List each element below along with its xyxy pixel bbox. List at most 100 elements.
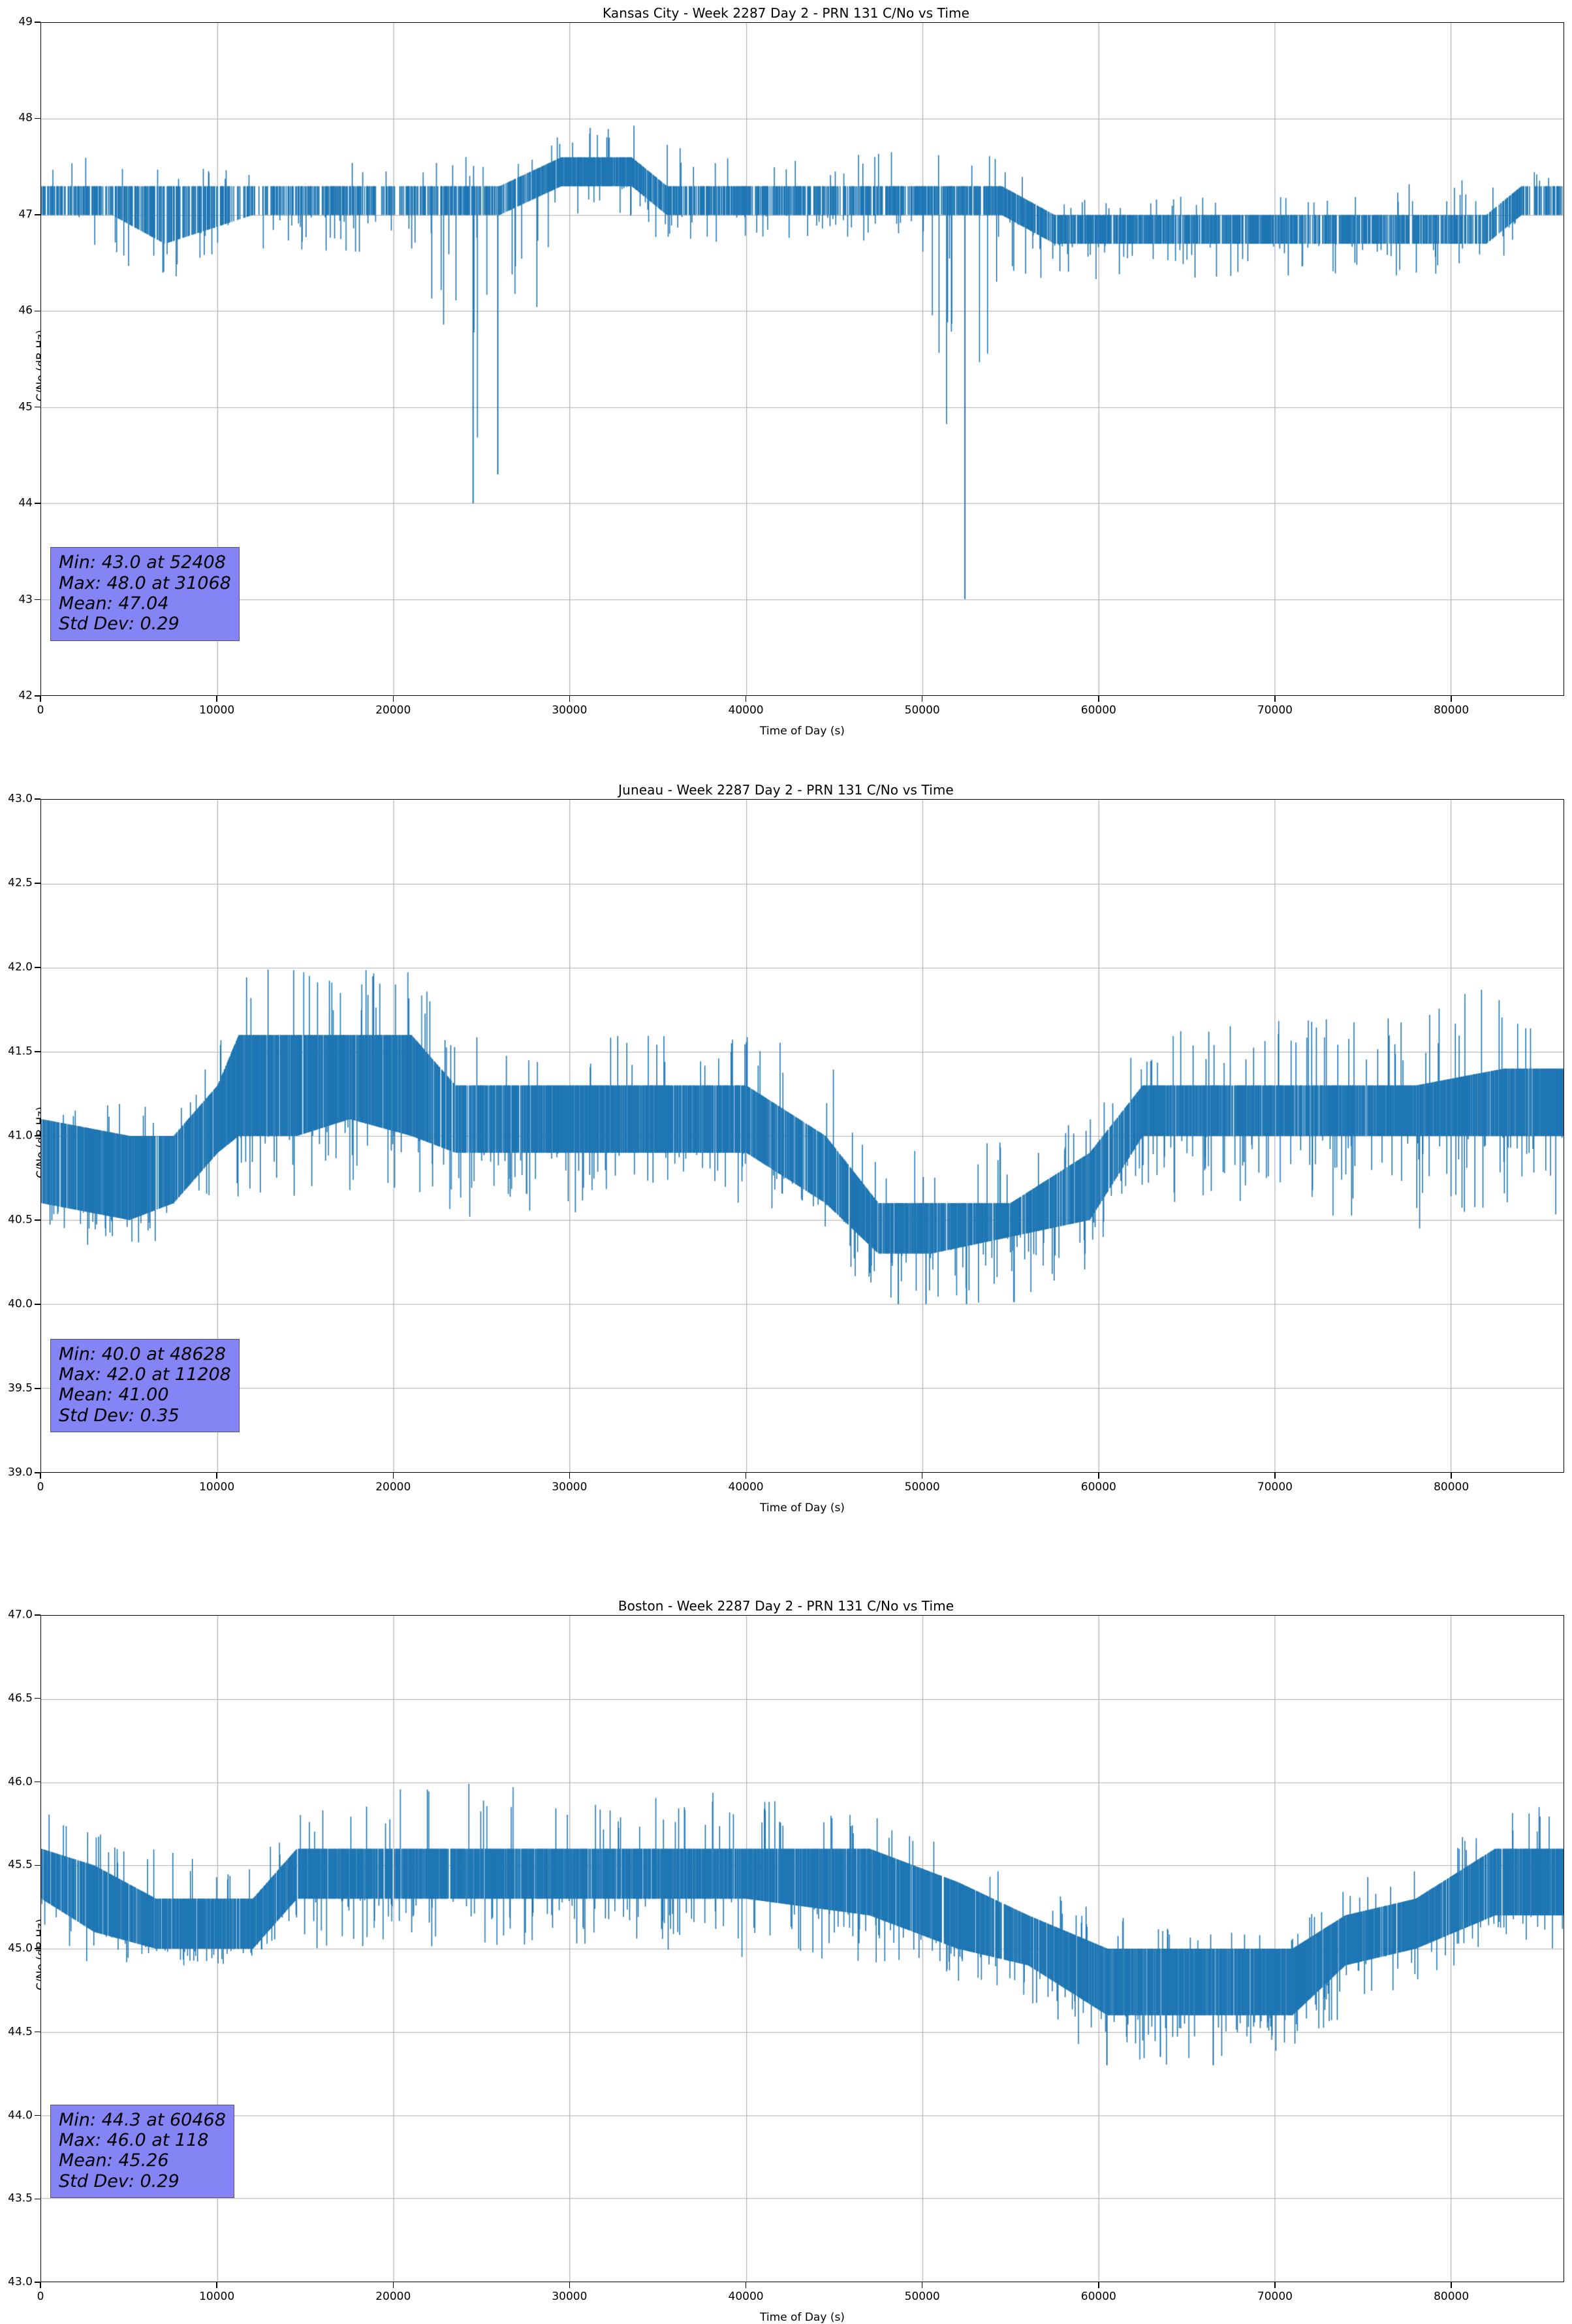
x-tick-mark (569, 1473, 571, 1479)
stats-max: Max: 48.0 at 31068 (59, 573, 231, 593)
x-tick-mark (392, 1473, 394, 1479)
x-tick-mark (216, 696, 217, 702)
y-tick-label: 44.0 (8, 2109, 33, 2122)
y-tick-label: 44.5 (8, 2025, 33, 2039)
x-tick-label: 20000 (375, 1481, 411, 1494)
chart-title: Juneau - Week 2287 Day 2 - PRN 131 C/No … (618, 782, 954, 798)
y-tick-label: 45.5 (8, 1858, 33, 1872)
stats-annotation-box: Min: 44.3 at 60468 Max: 46.0 at 118 Mean… (50, 2104, 234, 2198)
y-tick-label: 40.5 (8, 1213, 33, 1227)
y-tick-mark (35, 2114, 40, 2116)
plot-area[interactable]: Min: 44.3 at 60468 Max: 46.0 at 118 Mean… (40, 1615, 1564, 2282)
y-tick-label: 47 (18, 208, 33, 221)
x-tick-label: 50000 (904, 704, 940, 717)
y-tick-label: 47.0 (8, 1608, 33, 1622)
y-tick-label: 39.0 (8, 1466, 33, 1479)
y-tick-label: 42.5 (8, 876, 33, 890)
x-tick-label: 40000 (728, 704, 764, 717)
y-tick-mark (35, 118, 40, 119)
x-tick-mark (1274, 2282, 1276, 2288)
plot-area[interactable]: Min: 43.0 at 52408 Max: 48.0 at 31068 Me… (40, 22, 1564, 696)
y-tick-label: 43.0 (8, 792, 33, 806)
chart-title: Kansas City - Week 2287 Day 2 - PRN 131 … (602, 5, 970, 21)
y-tick-label: 44 (18, 496, 33, 510)
series-canvas (41, 800, 1564, 1472)
x-tick-mark (1274, 696, 1276, 702)
chart-panel-boston: Boston - Week 2287 Day 2 - PRN 131 C/No … (0, 1593, 1572, 2324)
y-tick-mark (35, 214, 40, 215)
chart-title: Boston - Week 2287 Day 2 - PRN 131 C/No … (618, 1598, 954, 1614)
x-tick-label: 20000 (375, 2290, 411, 2303)
x-tick-label: 30000 (552, 2290, 588, 2303)
x-tick-label: 80000 (1434, 704, 1470, 717)
stats-mean: Mean: 45.26 (59, 2150, 169, 2171)
stats-min: Min: 44.3 at 60468 (59, 2109, 226, 2130)
x-tick-mark (1274, 1473, 1276, 1479)
x-tick-label: 50000 (904, 1481, 940, 1494)
x-tick-label: 10000 (199, 1481, 235, 1494)
stats-min: Min: 43.0 at 52408 (59, 552, 226, 573)
x-tick-mark (392, 2282, 394, 2288)
chart-panel-kansas-city: Kansas City - Week 2287 Day 2 - PRN 131 … (0, 0, 1572, 738)
y-tick-mark (35, 1614, 40, 1616)
y-tick-mark (35, 1698, 40, 1699)
x-tick-mark (216, 2282, 217, 2288)
x-tick-label: 30000 (552, 1481, 588, 1494)
y-tick-label: 45.0 (8, 1941, 33, 1955)
x-tick-label: 70000 (1257, 1481, 1293, 1494)
stats-stddev: Std Dev: 0.35 (59, 1405, 180, 1426)
y-tick-mark (35, 1219, 40, 1221)
x-tick-mark (569, 696, 571, 702)
y-tick-label: 49 (18, 15, 33, 29)
stats-stddev: Std Dev: 0.29 (59, 614, 180, 635)
x-tick-mark (1098, 696, 1099, 702)
y-tick-mark (35, 1864, 40, 1866)
stats-annotation-box: Min: 43.0 at 52408 Max: 48.0 at 31068 Me… (50, 547, 240, 641)
x-tick-label: 40000 (728, 1481, 764, 1494)
y-tick-label: 42 (18, 689, 33, 702)
x-tick-label: 70000 (1257, 2290, 1293, 2303)
x-tick-label: 30000 (552, 704, 588, 717)
x-tick-label: 80000 (1434, 2290, 1470, 2303)
stats-max: Max: 46.0 at 118 (59, 2129, 209, 2150)
chart-panel-juneau: Juneau - Week 2287 Day 2 - PRN 131 C/No … (0, 777, 1572, 1515)
y-tick-label: 43.5 (8, 2191, 33, 2205)
x-tick-mark (216, 1473, 217, 1479)
stats-mean: Mean: 47.04 (59, 593, 169, 614)
x-tick-label: 0 (37, 704, 44, 717)
y-tick-mark (35, 1388, 40, 1389)
y-tick-mark (35, 599, 40, 601)
y-tick-mark (35, 1051, 40, 1052)
x-tick-mark (569, 2282, 571, 2288)
stats-min: Min: 40.0 at 48628 (59, 1343, 226, 1364)
stats-mean: Mean: 41.00 (59, 1385, 169, 1405)
y-tick-mark (35, 1135, 40, 1137)
y-tick-label: 42.0 (8, 960, 33, 974)
x-tick-label: 10000 (199, 2290, 235, 2303)
y-tick-label: 46 (18, 304, 33, 317)
x-tick-label: 10000 (199, 704, 235, 717)
x-axis-label: Time of Day (s) (760, 2311, 845, 2324)
y-tick-label: 39.5 (8, 1381, 33, 1395)
series-canvas (41, 1616, 1564, 2282)
x-tick-label: 60000 (1080, 1481, 1116, 1494)
y-tick-label: 46.0 (8, 1775, 33, 1788)
y-tick-mark (35, 798, 40, 800)
plot-area[interactable]: Min: 40.0 at 48628 Max: 42.0 at 11208 Me… (40, 799, 1564, 1473)
y-tick-label: 41.5 (8, 1044, 33, 1058)
x-tick-mark (1098, 2282, 1099, 2288)
x-tick-label: 60000 (1080, 704, 1116, 717)
y-tick-mark (35, 1472, 40, 1473)
stats-stddev: Std Dev: 0.29 (59, 2171, 180, 2191)
x-tick-label: 20000 (375, 704, 411, 717)
x-axis-label: Time of Day (s) (760, 1501, 845, 1515)
x-axis-label: Time of Day (s) (760, 725, 845, 738)
x-tick-label: 0 (37, 2290, 44, 2303)
y-tick-label: 41.0 (8, 1129, 33, 1142)
x-tick-label: 70000 (1257, 704, 1293, 717)
series-canvas (41, 23, 1564, 695)
x-tick-label: 40000 (728, 2290, 764, 2303)
y-tick-mark (35, 695, 40, 697)
x-tick-label: 60000 (1080, 2290, 1116, 2303)
